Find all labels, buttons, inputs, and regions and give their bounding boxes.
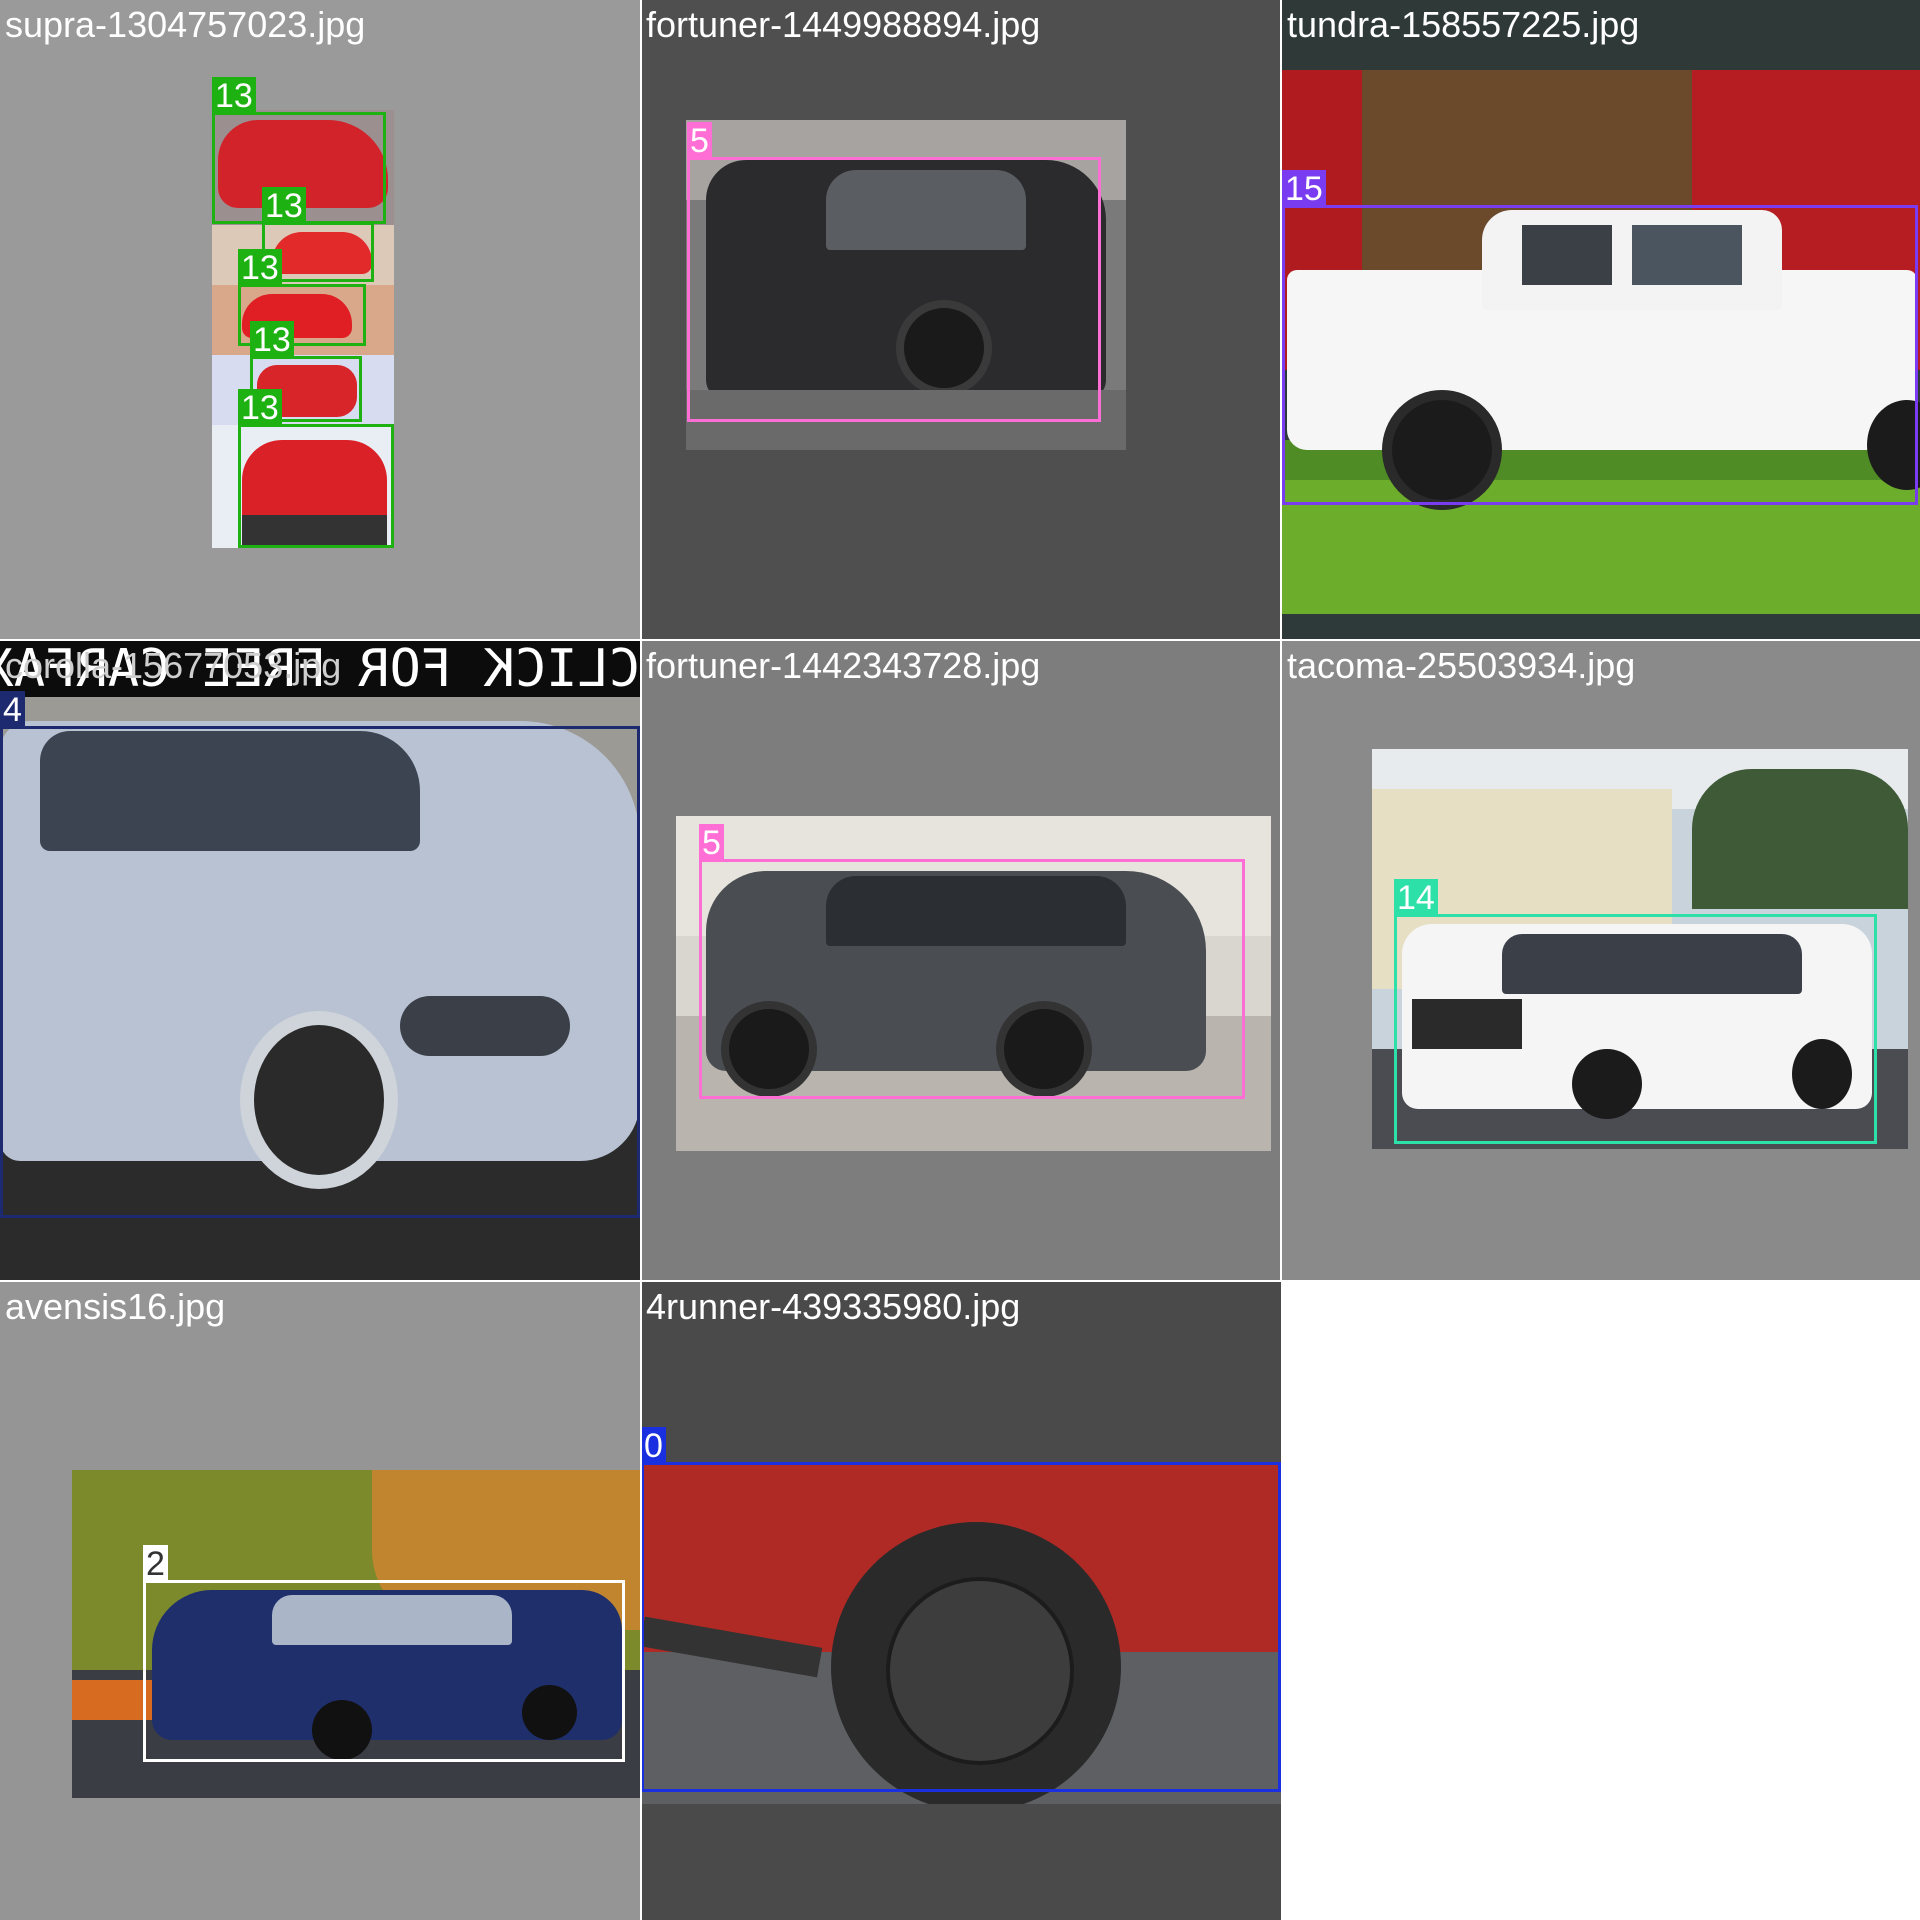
- bbox-tundra[interactable]: 15: [1282, 170, 1918, 505]
- bbox-avensis[interactable]: 2: [143, 1545, 625, 1762]
- tundra-photo: [1282, 0, 1920, 614]
- bbox-label: 5: [699, 824, 724, 862]
- bbox-supra-4[interactable]: 13: [250, 321, 362, 422]
- tile-filename: 4runner-439335980.jpg: [646, 1286, 1021, 1327]
- bbox-fortuner-2[interactable]: 5: [699, 824, 1245, 1099]
- tile-filename: fortuner-1442343728.jpg: [646, 645, 1041, 686]
- bbox-label: 13: [262, 187, 306, 225]
- tile-fortuner-1[interactable]: fortuner-1449988894.jpg 5: [641, 0, 1281, 640]
- tile-supra[interactable]: supra-1304757023.jpg 13 13 13 13 13: [0, 0, 640, 640]
- tile-tundra[interactable]: tundra-158557225.jpg 15: [1282, 0, 1920, 640]
- tacoma-photo: [1372, 749, 1908, 1149]
- grid-divider: [0, 639, 1920, 641]
- tile-filename: supra-1304757023.jpg: [5, 4, 366, 45]
- tile-filename: fortuner-1449988894.jpg: [646, 4, 1041, 45]
- grid-divider: [1280, 0, 1282, 1282]
- bbox-fortuner-1[interactable]: 5: [687, 122, 1101, 422]
- tile-filename: avensis16.jpg: [5, 1286, 226, 1327]
- tile-corolla[interactable]: CLICK FOR FREE CARFAX corolla-15677053.j…: [0, 641, 640, 1281]
- bbox-label: 0: [641, 1427, 666, 1465]
- grid-divider: [0, 1280, 1920, 1282]
- bbox-label: 13: [250, 321, 294, 359]
- bbox-label: 13: [238, 249, 282, 287]
- tile-fortuner-2[interactable]: fortuner-1442343728.jpg 5: [641, 641, 1281, 1281]
- bbox-label: 14: [1394, 879, 1438, 917]
- tile-tacoma[interactable]: tacoma-25503934.jpg 14: [1282, 641, 1920, 1281]
- empty-tile: [1282, 1282, 1920, 1920]
- tile-4runner[interactable]: 4runner-439335980.jpg 0: [641, 1282, 1281, 1920]
- tile-filename: corolla-15677053.jpg: [5, 645, 342, 686]
- bbox-label: 2: [143, 1545, 168, 1583]
- bbox-label: 13: [238, 389, 282, 427]
- bbox-label: 15: [1282, 170, 1326, 208]
- tile-filename: tacoma-25503934.jpg: [1287, 645, 1636, 686]
- 4runner-photo: [641, 1462, 1281, 1804]
- bbox-supra-3[interactable]: 13: [238, 249, 366, 346]
- corolla-photo: CLICK FOR FREE CARFAX: [0, 641, 640, 1281]
- bbox-label: 5: [687, 122, 712, 160]
- bbox-supra-5[interactable]: 13: [238, 389, 394, 548]
- bbox-4runner[interactable]: 0: [641, 1427, 1281, 1792]
- avensis-photo: [72, 1470, 640, 1798]
- grid-divider: [640, 0, 642, 1920]
- fortuner-2-photo: [676, 816, 1271, 1151]
- bbox-label: 4: [0, 691, 25, 729]
- tile-avensis[interactable]: avensis16.jpg 2: [0, 1282, 640, 1920]
- tile-filename: tundra-158557225.jpg: [1287, 4, 1640, 45]
- bbox-label: 13: [212, 77, 256, 115]
- bbox-tacoma[interactable]: 14: [1394, 879, 1877, 1144]
- bbox-corolla[interactable]: 4: [0, 691, 640, 1218]
